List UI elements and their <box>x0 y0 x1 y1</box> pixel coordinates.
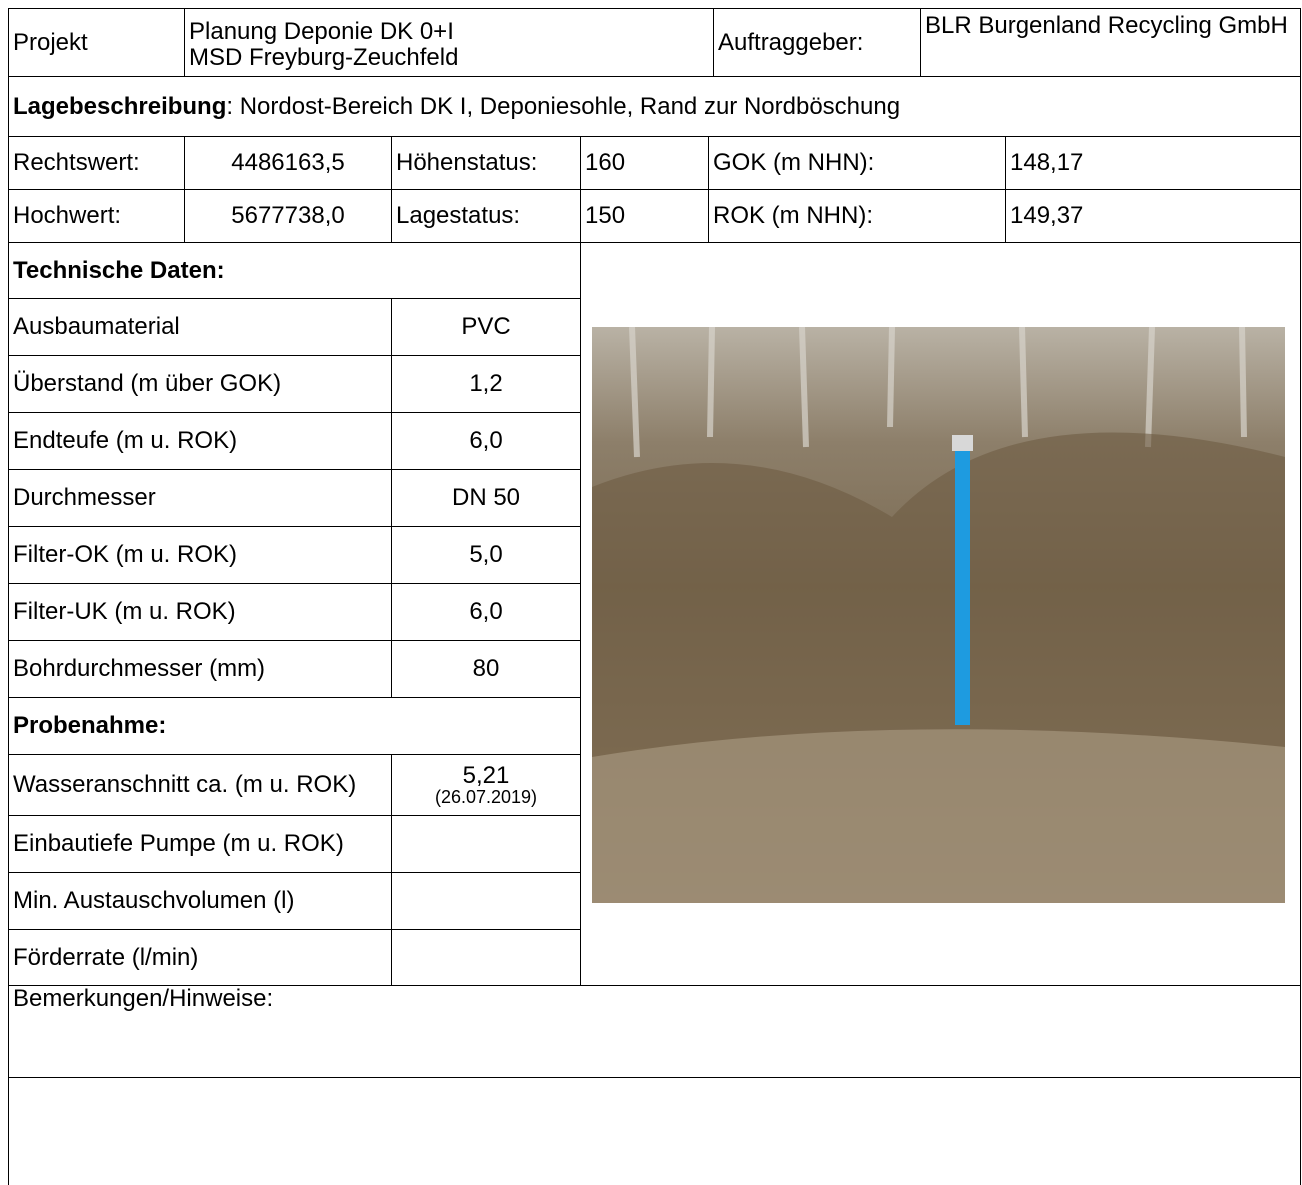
coord-cell: GOK (m NHN): <box>708 136 1006 190</box>
water-date: (26.07.2019) <box>435 788 537 807</box>
coord-text: 148,17 <box>1010 150 1083 175</box>
client-cell: BLR Burgenland Recycling GmbH <box>920 8 1301 77</box>
coord-cell: Höhenstatus: <box>391 136 581 190</box>
coord-text: Lagestatus: <box>396 203 520 228</box>
project-line: Planung Deponie DK 0+I <box>189 19 454 44</box>
coord-text: 4486163,5 <box>231 150 344 175</box>
value-cell: DN 50 <box>391 469 581 527</box>
coord-text: Höhenstatus: <box>396 150 537 175</box>
client: BLR Burgenland Recycling GmbH <box>925 13 1288 38</box>
coord-text: 150 <box>585 203 625 228</box>
empty-value-cell <box>391 872 581 930</box>
tech-value: 1,2 <box>469 371 502 396</box>
section-title: Probenahme: <box>13 713 166 738</box>
coord-cell: 148,17 <box>1005 136 1301 190</box>
empty-value-cell <box>391 815 581 873</box>
tech-value: 80 <box>473 656 500 681</box>
label-cell: Filter-OK (m u. ROK) <box>8 526 392 584</box>
form-page: Projekt Planung Deponie DK 0+IMSD Freybur… <box>0 0 1302 1185</box>
section-title: Technische Daten: <box>13 258 225 283</box>
tech-label: Ausbaumaterial <box>13 314 180 339</box>
coord-text: 149,37 <box>1010 203 1083 228</box>
tech-value: 6,0 <box>469 428 502 453</box>
coord-cell: 149,37 <box>1005 189 1301 243</box>
remarks-cell: Bemerkungen/Hinweise: <box>8 985 1301 1078</box>
coord-text: GOK (m NHN): <box>713 150 874 175</box>
remarks-label: Bemerkungen/Hinweise: <box>13 986 273 1011</box>
sampling-label: Einbautiefe Pumpe (m u. ROK) <box>13 831 344 856</box>
label-cell: Bohrdurchmesser (mm) <box>8 640 392 698</box>
label-cell: Überstand (m über GOK) <box>8 355 392 413</box>
label-cell: Wasseranschnitt ca. (m u. ROK) <box>8 754 392 816</box>
coord-text: Rechtswert: <box>13 150 140 175</box>
label-cell: Ausbaumaterial <box>8 298 392 356</box>
value-cell: 5,21(26.07.2019) <box>391 754 581 816</box>
coord-cell: ROK (m NHN): <box>708 189 1006 243</box>
tech-label: Überstand (m über GOK) <box>13 371 281 396</box>
tech-label: Endteufe (m u. ROK) <box>13 428 237 453</box>
sampling-label: Min. Austauschvolumen (l) <box>13 888 294 913</box>
section-title-cell: Probenahme: <box>8 697 581 755</box>
value-cell: 5,0 <box>391 526 581 584</box>
water-label: Wasseranschnitt ca. (m u. ROK) <box>13 772 356 797</box>
tech-value: 5,0 <box>469 542 502 567</box>
value-cell: 1,2 <box>391 355 581 413</box>
tech-value: DN 50 <box>452 485 520 510</box>
tech-label: Bohrdurchmesser (mm) <box>13 656 265 681</box>
coord-cell: Hochwert: <box>8 189 185 243</box>
coord-cell: 150 <box>580 189 709 243</box>
location-cell: Lagebeschreibung: Nordost-Bereich DK I, … <box>8 76 1301 137</box>
location-label: Lagebeschreibung <box>13 94 226 119</box>
label-cell: Min. Austauschvolumen (l) <box>8 872 392 930</box>
value-cell: 80 <box>391 640 581 698</box>
client-label: Auftraggeber: <box>718 30 863 55</box>
tech-label: Durchmesser <box>13 485 156 510</box>
label-cell: Einbautiefe Pumpe (m u. ROK) <box>8 815 392 873</box>
sampling-label: Förderrate (l/min) <box>13 945 198 970</box>
label-cell: Durchmesser <box>8 469 392 527</box>
location-text: : Nordost-Bereich DK I, Deponiesohle, Ra… <box>226 94 900 119</box>
tech-value: PVC <box>461 314 510 339</box>
project-line: MSD Freyburg-Zeuchfeld <box>189 45 458 70</box>
tech-label: Filter-OK (m u. ROK) <box>13 542 237 567</box>
project-label: Projekt <box>13 30 88 55</box>
coord-cell: 160 <box>580 136 709 190</box>
coord-text: Hochwert: <box>13 203 121 228</box>
value-cell: PVC <box>391 298 581 356</box>
client-label-cell: Auftraggeber: <box>713 8 921 77</box>
coord-text: 5677738,0 <box>231 203 344 228</box>
coord-cell: Rechtswert: <box>8 136 185 190</box>
label-cell: Förderrate (l/min) <box>8 929 392 986</box>
label-cell: Endteufe (m u. ROK) <box>8 412 392 470</box>
photo <box>592 327 1285 903</box>
coord-text: ROK (m NHN): <box>713 203 873 228</box>
tech-value: 6,0 <box>469 599 502 624</box>
remarks-blank-cell <box>8 1077 1301 1185</box>
project-label-cell: Projekt <box>8 8 185 77</box>
section-title-cell: Technische Daten: <box>8 242 581 299</box>
empty-value-cell <box>391 929 581 986</box>
coord-cell: 4486163,5 <box>184 136 392 190</box>
label-cell: Filter-UK (m u. ROK) <box>8 583 392 641</box>
water-value: 5,21 <box>463 763 510 788</box>
coord-cell: Lagestatus: <box>391 189 581 243</box>
value-cell: 6,0 <box>391 583 581 641</box>
value-cell: 6,0 <box>391 412 581 470</box>
coord-cell: 5677738,0 <box>184 189 392 243</box>
coord-text: 160 <box>585 150 625 175</box>
tech-label: Filter-UK (m u. ROK) <box>13 599 236 624</box>
